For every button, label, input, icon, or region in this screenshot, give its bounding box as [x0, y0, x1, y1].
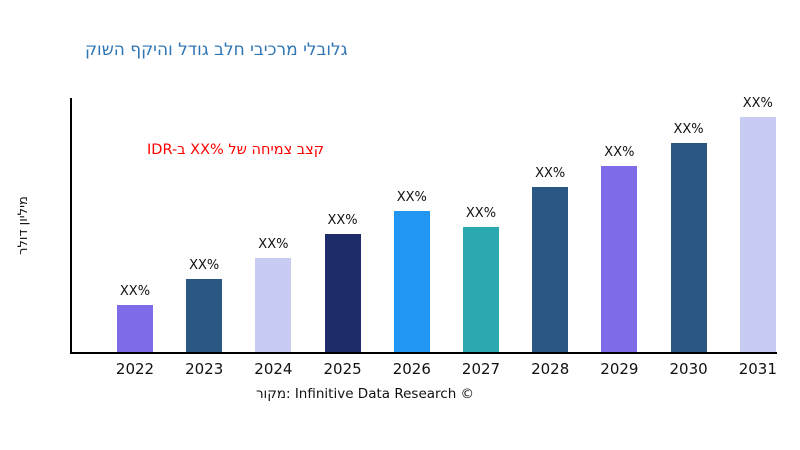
bar-2025: [324, 234, 361, 352]
bar-2031: [739, 116, 776, 352]
x-tick-label: 2029: [600, 360, 639, 378]
x-tick-label: 2027: [461, 360, 501, 378]
cagr-annotation: IDR-ב XX% לש החימצ בצק: [147, 142, 325, 158]
x-tick-label: 2025: [323, 360, 362, 378]
x-tick-label: 2022: [115, 360, 155, 378]
bar-2024: [255, 257, 292, 352]
x-tick-label: 2024: [254, 360, 293, 378]
x-tick-label: 2026: [392, 360, 431, 378]
bar-value-label: XX%: [327, 213, 358, 229]
bar-2023: [186, 279, 223, 352]
y-axis-label-container: רלוד ןוילימ: [6, 98, 40, 352]
bar-2022: [117, 304, 153, 352]
plot-area: IDR-ב XX% לש החימצ בצק XX% 2022 XX% 2023 XX%…: [70, 96, 777, 378]
bar-2029: [601, 166, 638, 352]
bar-value-label: XX%: [258, 236, 289, 252]
y-axis-label: רלוד ןוילימ: [15, 195, 31, 255]
bar-2027: [463, 227, 499, 352]
x-tick-label: 2031: [738, 360, 777, 378]
chart-title: קושה ףקיהו לדוג בלח יביכרמ ילבולג: [85, 40, 348, 60]
bar-value-label: XX%: [119, 283, 151, 299]
source-footer: רוקמ: Infinitive Data Research ©: [255, 386, 475, 402]
bar-value-label: XX%: [396, 189, 427, 205]
bar-2030: [670, 142, 707, 352]
bar-value-label: XX%: [604, 145, 635, 161]
bar-2026: [393, 210, 430, 352]
bar-value-label: XX%: [465, 206, 497, 222]
bar-2028: [532, 187, 569, 352]
x-tick-label: 2023: [185, 360, 224, 378]
bar-value-label: XX%: [742, 95, 773, 111]
bar-value-label: XX%: [535, 166, 566, 182]
x-tick-label: 2028: [531, 360, 570, 378]
bar-value-label: XX%: [673, 121, 704, 137]
bar-value-label: XX%: [189, 258, 220, 274]
x-tick-label: 2030: [669, 360, 708, 378]
